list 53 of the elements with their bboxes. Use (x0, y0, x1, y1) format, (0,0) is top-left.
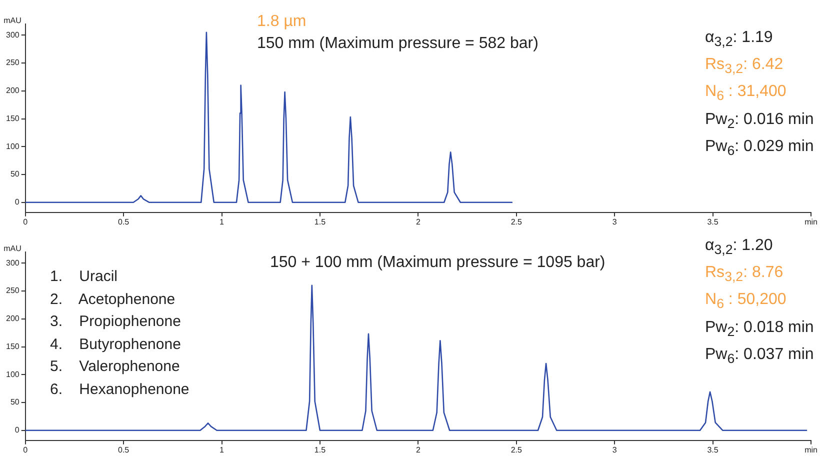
y-tick-label: 250 (6, 286, 20, 296)
x-tick-label: 3 (612, 445, 618, 454)
y-tick-label: 0 (14, 426, 20, 435)
y-tick-label: 50 (10, 398, 20, 407)
annotation: 6. Hexanophenone (50, 380, 190, 400)
y-tick-label: 150 (6, 342, 20, 351)
x-tick-label: 3 (612, 217, 618, 226)
annotation: N$_{6}$ : 31,400 (705, 82, 788, 106)
annotation: α$_{3,2}$: 1.20 (705, 236, 774, 260)
x-tick-label: 1 (220, 217, 225, 226)
y-axis-title: mAU (4, 16, 22, 26)
annotation: α$_{3,2}$: 1.19 (705, 28, 774, 52)
annotation: 5. Valerophenone (50, 357, 181, 377)
x-tick-label: 1.5 (314, 445, 326, 454)
y-tick-label: 150 (6, 114, 20, 123)
y-tick-label: 300 (6, 258, 20, 268)
x-tick-label: 3.5 (707, 445, 719, 454)
y-tick-label: 50 (10, 170, 20, 179)
x-tick-label: min (804, 445, 818, 454)
x-tick-label: 2.5 (510, 445, 522, 454)
annotation: Pw$_{2}$: 0.016 min (705, 110, 814, 133)
annotation: Pw$_{2}$: 0.018 min (705, 318, 814, 341)
y-axis-title: mAU (4, 244, 22, 254)
y-tick-label: 100 (6, 142, 20, 151)
x-tick-label: 2 (416, 217, 421, 226)
y-tick-label: 100 (6, 370, 20, 379)
x-tick-label: 2.5 (510, 217, 522, 226)
annotation: Rs$_{3,2}$: 8.76 (705, 263, 784, 286)
y-tick-label: 0 (14, 198, 20, 207)
y-tick-label: 250 (6, 58, 20, 68)
annotation: 4. Butyrophenone (50, 334, 182, 354)
text: 150 mm (Maximum pressure = 582 bar) (257, 34, 538, 54)
x-tick-label: 0.5 (118, 445, 130, 454)
annotation: N$_{6}$ : 50,200 (705, 290, 788, 314)
x-tick-label: min (804, 217, 818, 226)
x-tick-label: 3.5 (707, 217, 719, 226)
chart-title: 1.8 µm (257, 12, 308, 32)
x-tick-label: 0.5 (118, 217, 130, 226)
annotation: Rs$_{3,2}$: 6.42 (705, 55, 784, 78)
annotation: 1. Uracil (50, 267, 119, 287)
x-tick-label: 0 (23, 445, 28, 454)
annotation: 3. Propiophenone (50, 312, 182, 332)
x-tick-label: 0 (23, 217, 28, 226)
annotation: Pw$_{6}$: 0.029 min (705, 136, 814, 160)
x-tick-label: 1.5 (314, 217, 326, 226)
x-tick-label: 1 (220, 445, 225, 454)
x-tick-label: 2 (416, 445, 421, 454)
y-tick-label: 300 (6, 30, 20, 40)
y-tick-label: 200 (6, 314, 20, 324)
y-tick-label: 200 (6, 86, 20, 96)
chart-title: 150 + 100 mm (Maximum pressure = 1095 bar) (270, 254, 606, 272)
annotation: Pw$_{6}$: 0.037 min (705, 344, 814, 368)
annotation: 2. Acetophenone (50, 290, 176, 310)
